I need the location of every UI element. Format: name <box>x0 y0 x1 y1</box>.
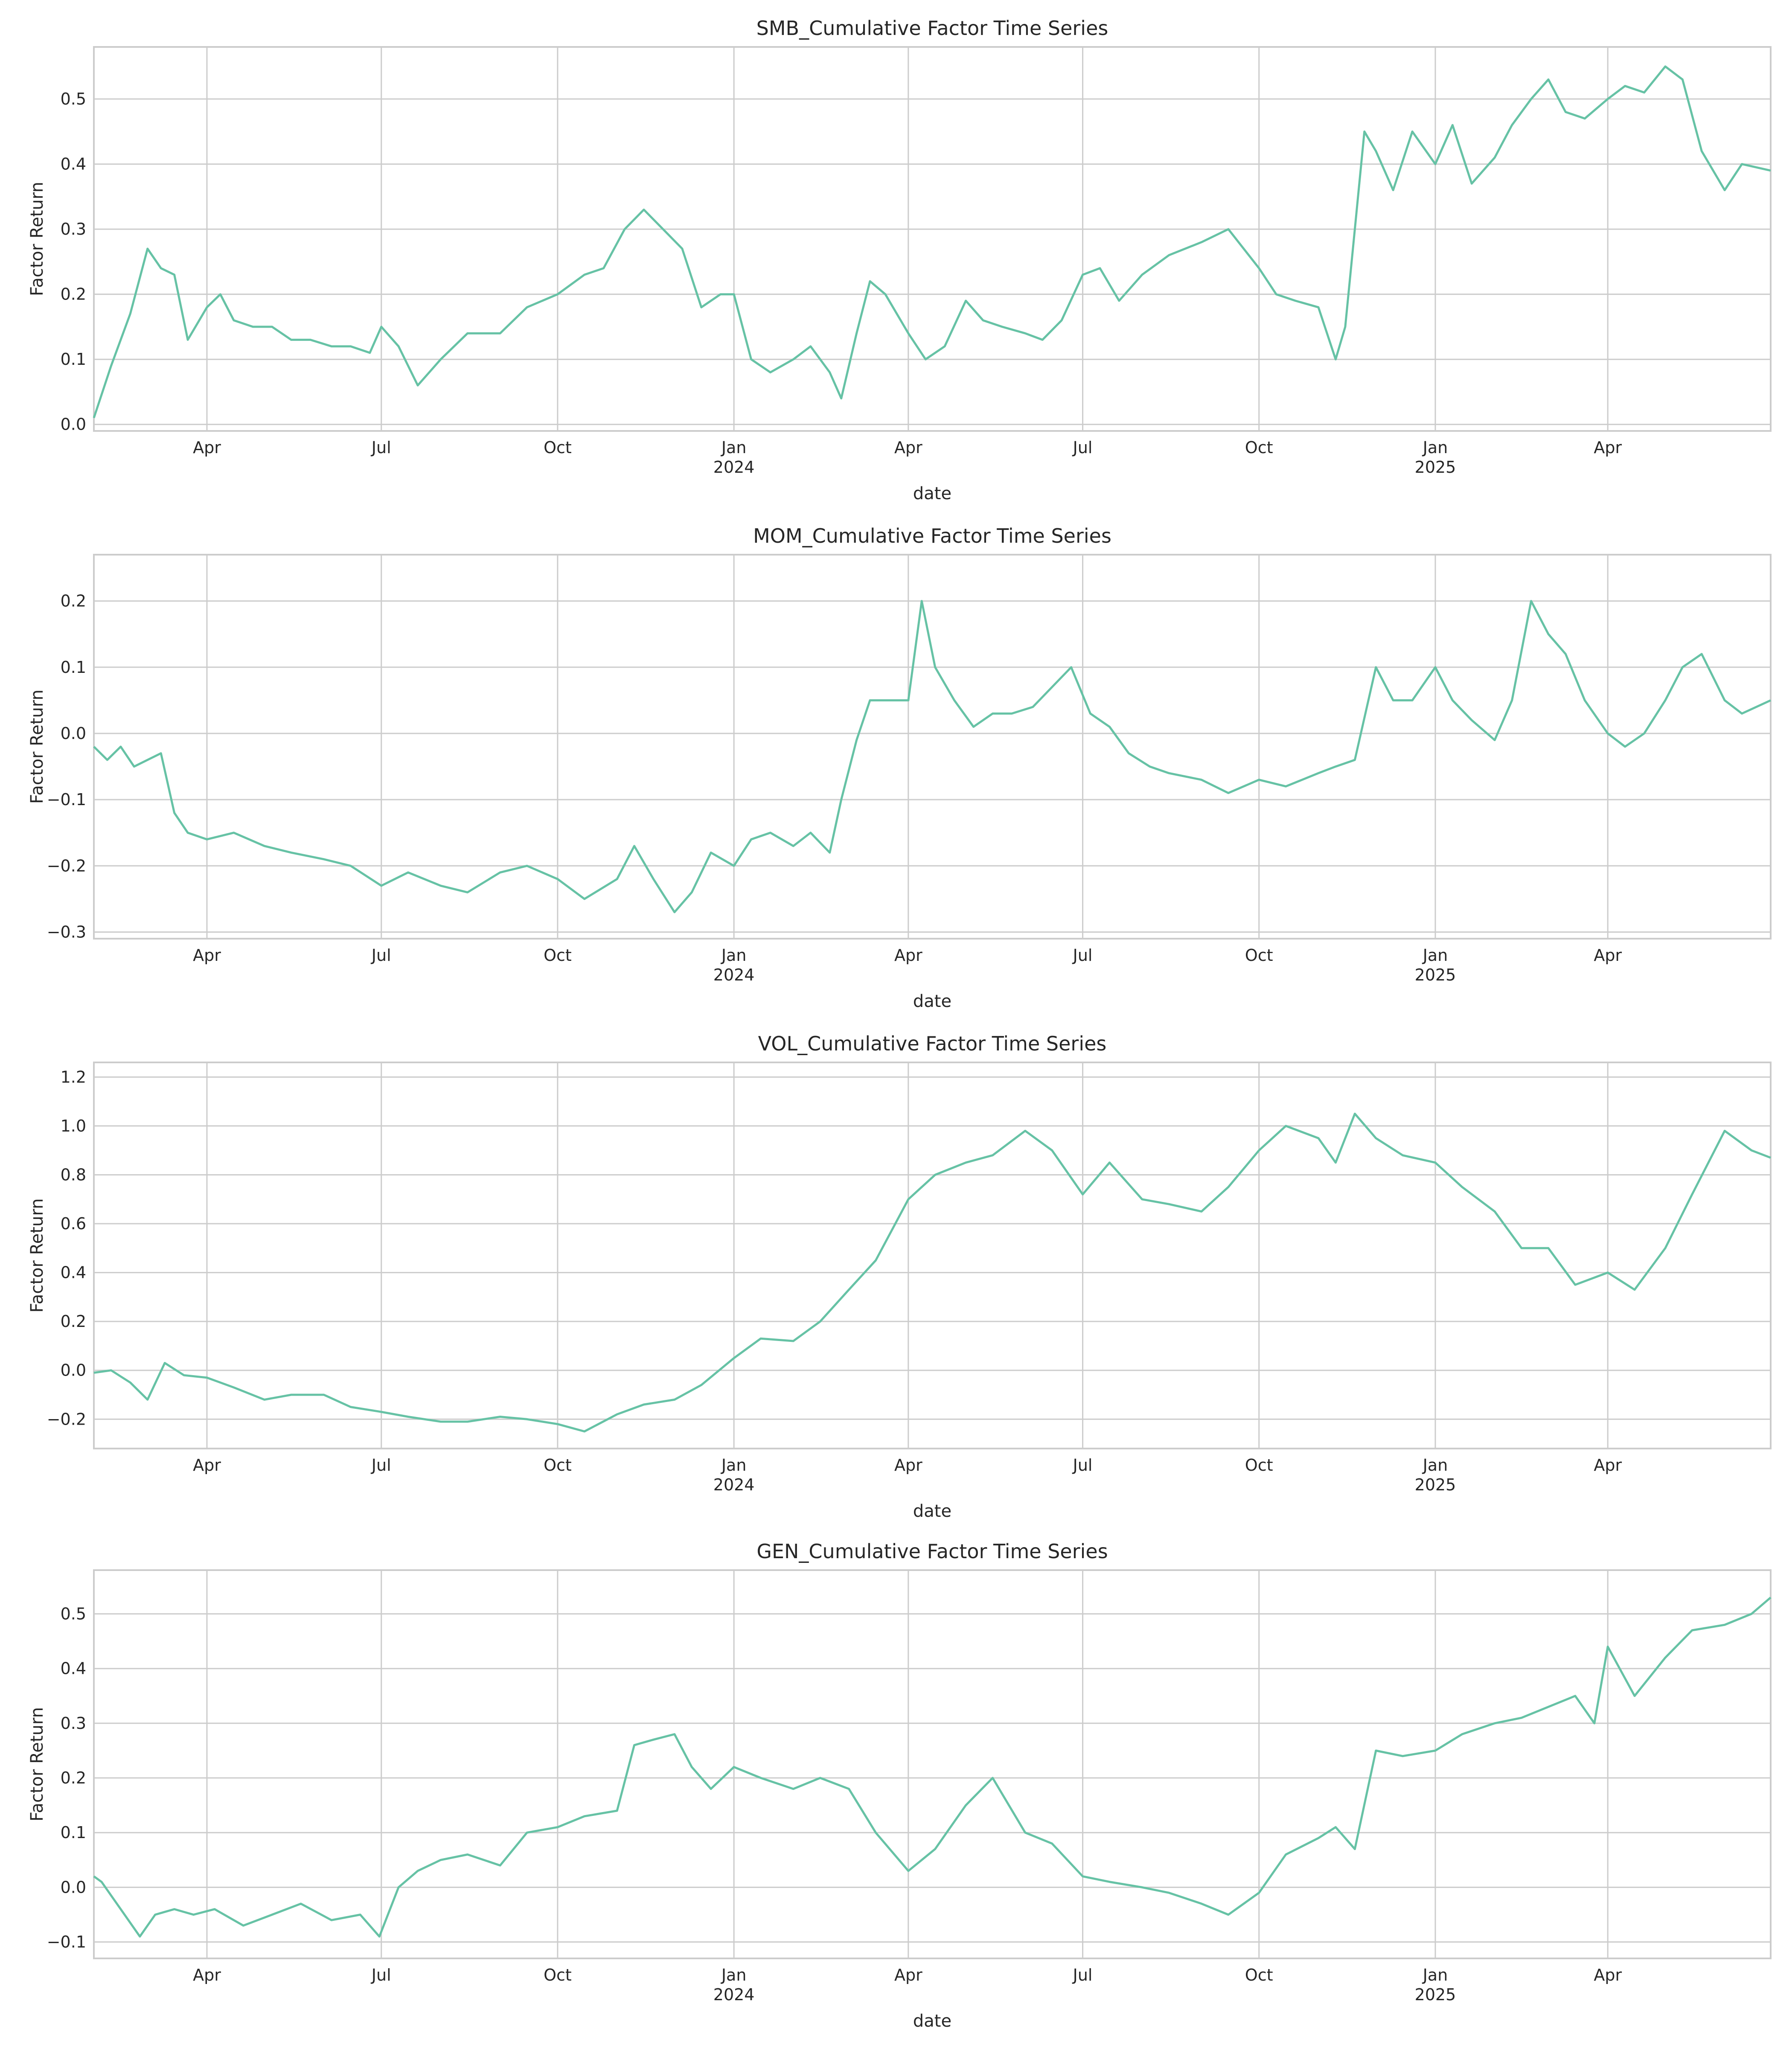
x-tick-label: Apr <box>1594 1456 1622 1475</box>
x-tick-label: Jan <box>721 946 747 965</box>
x-tick-label: Jan <box>1422 1456 1448 1475</box>
x-tick-label: Oct <box>1245 1966 1273 1984</box>
x-tick-label: Jul <box>1072 1456 1093 1475</box>
y-axis-label: Factor Return <box>27 689 47 804</box>
y-axis-label: Factor Return <box>27 1199 47 1313</box>
y-tick-label: 0.5 <box>61 1605 86 1623</box>
chart-mom: MOM_Cumulative Factor Time Series −0.3 −0.… <box>27 524 1772 1011</box>
y-tick-label: 0.1 <box>61 658 86 677</box>
x-tick-label: Apr <box>894 1456 922 1475</box>
y-tick-label: 0.1 <box>61 350 86 369</box>
x-tick-label: Jul <box>1072 946 1093 965</box>
x-tick-label: Jul <box>1072 1966 1093 1984</box>
x-tick-label: Jul <box>371 438 391 457</box>
y-tick-label: −0.2 <box>47 1410 86 1428</box>
x-tick-label: Apr <box>193 438 221 457</box>
x-axis-label: date <box>913 992 951 1011</box>
series-line <box>93 600 1772 913</box>
x-tick-label: Jul <box>371 946 391 965</box>
plot-frame <box>93 1569 1772 1959</box>
y-tick-label: 0.4 <box>61 1659 86 1678</box>
chart-title: VOL_Cumulative Factor Time Series <box>758 1032 1107 1055</box>
x-tick-year-label: 2024 <box>713 966 755 984</box>
x-tick-year-label: 2025 <box>1415 1985 1456 2004</box>
y-tick-label: −0.2 <box>47 856 86 875</box>
y-tick-label: 0.1 <box>61 1823 86 1842</box>
x-axis-label: date <box>913 2011 951 2031</box>
chart-title: GEN_Cumulative Factor Time Series <box>756 1540 1108 1563</box>
y-axis-label: Factor Return <box>27 1707 47 1821</box>
x-tick-year-label: 2025 <box>1415 458 1456 477</box>
y-tick-label: 0.8 <box>61 1165 86 1184</box>
series-line <box>93 1597 1772 1938</box>
x-tick-label: Apr <box>193 946 221 965</box>
y-tick-label: −0.1 <box>47 790 86 809</box>
x-tick-label: Apr <box>1594 1966 1622 1984</box>
y-tick-label: 0.2 <box>61 1769 86 1787</box>
y-tick-label: 0.3 <box>61 220 86 239</box>
y-tick-label: 0.0 <box>61 415 86 434</box>
x-tick-label: Jan <box>1422 1966 1448 1984</box>
y-tick-label: 0.0 <box>61 724 86 743</box>
x-axis-label: date <box>913 484 951 503</box>
x-tick-label: Oct <box>1245 438 1273 457</box>
x-tick-label: Jul <box>371 1456 391 1475</box>
x-tick-label: Jan <box>721 438 747 457</box>
y-axis-label: Factor Return <box>27 182 47 296</box>
x-tick-label: Jul <box>1072 438 1093 457</box>
x-tick-label: Apr <box>1594 438 1622 457</box>
x-tick-label: Oct <box>544 438 572 457</box>
x-tick-label: Jan <box>721 1456 747 1475</box>
y-tick-label: 0.6 <box>61 1214 86 1233</box>
x-axis-label: date <box>913 1501 951 1521</box>
y-tick-label: 0.2 <box>61 1312 86 1331</box>
x-tick-label: Oct <box>544 946 572 965</box>
series-line <box>93 65 1771 419</box>
chart-smb: SMB_Cumulative Factor Time Series 0.0 0.1 0… <box>27 17 1772 503</box>
x-tick-label: Apr <box>894 946 922 965</box>
y-tick-label: 0.4 <box>61 1263 86 1282</box>
y-tick-label: −0.1 <box>47 1933 86 1952</box>
y-tick-label: 0.2 <box>61 285 86 304</box>
x-tick-label: Oct <box>1245 1456 1273 1475</box>
x-tick-label: Apr <box>1594 946 1622 965</box>
y-tick-label: 0.0 <box>61 1878 86 1897</box>
plot-frame <box>93 46 1772 432</box>
y-tick-label: 0.3 <box>61 1714 86 1733</box>
x-tick-year-label: 2025 <box>1415 966 1456 984</box>
y-tick-label: 0.2 <box>61 592 86 611</box>
x-tick-label: Jul <box>371 1966 391 1984</box>
y-tick-label: 1.0 <box>61 1117 86 1135</box>
x-tick-label: Jan <box>721 1966 747 1984</box>
x-tick-year-label: 2024 <box>713 458 755 477</box>
x-tick-label: Oct <box>544 1966 572 1984</box>
y-tick-label: 0.4 <box>61 155 86 174</box>
y-tick-label: 0.5 <box>61 90 86 108</box>
y-tick-label: 1.2 <box>61 1068 86 1086</box>
x-tick-year-label: 2024 <box>713 1475 755 1494</box>
plot-frame <box>93 554 1772 940</box>
series-line <box>93 1112 1771 1433</box>
plot-frame <box>93 1062 1772 1449</box>
x-tick-year-label: 2024 <box>713 1985 755 2004</box>
chart-vol: VOL_Cumulative Factor Time Series −0.2 0.0… <box>27 1032 1772 1521</box>
x-tick-label: Jan <box>1422 438 1448 457</box>
y-tick-label: 0.0 <box>61 1361 86 1380</box>
x-tick-label: Oct <box>1245 946 1273 965</box>
chart-title: MOM_Cumulative Factor Time Series <box>753 524 1111 547</box>
x-tick-year-label: 2025 <box>1415 1475 1456 1494</box>
x-tick-label: Apr <box>894 438 922 457</box>
x-tick-label: Apr <box>193 1966 221 1984</box>
x-tick-label: Apr <box>894 1966 922 1984</box>
y-tick-label: −0.3 <box>47 922 86 941</box>
x-tick-label: Apr <box>193 1456 221 1475</box>
chart-gen: GEN_Cumulative Factor Time Series −0.1 0.0… <box>27 1540 1772 2031</box>
x-tick-label: Jan <box>1422 946 1448 965</box>
x-tick-label: Oct <box>544 1456 572 1475</box>
chart-title: SMB_Cumulative Factor Time Series <box>756 17 1108 40</box>
